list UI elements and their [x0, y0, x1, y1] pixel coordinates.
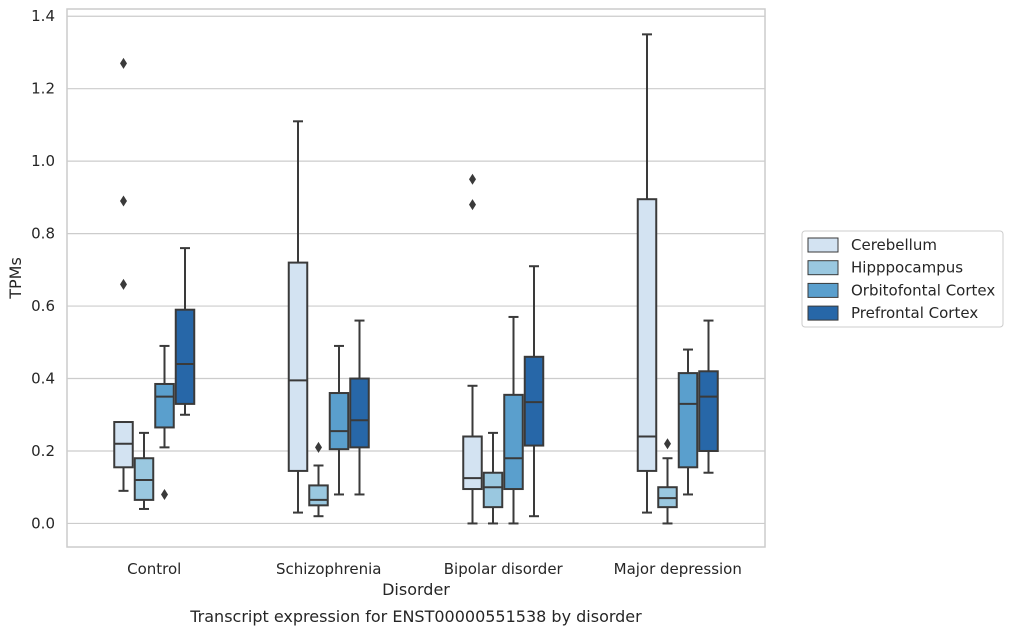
x-tick-label: Bipolar disorder — [444, 560, 564, 578]
box-4-2 — [349, 319, 370, 496]
outlier-point — [161, 488, 168, 500]
box-body — [677, 372, 699, 469]
outlier-point — [664, 438, 671, 450]
box-body — [636, 198, 658, 472]
box-1-1 — [113, 57, 134, 492]
legend-label: Orbitofontal Cortex — [851, 281, 995, 299]
box-3-1 — [154, 344, 175, 500]
box-body — [698, 370, 719, 452]
box-2-3 — [482, 431, 504, 525]
y-tick-label: 0.4 — [31, 370, 55, 388]
y-tick-label: 0.8 — [31, 225, 55, 243]
chart-caption: Transcript expression for ENST0000055153… — [189, 607, 642, 626]
y-tick-label: 1.0 — [31, 152, 55, 170]
outlier-point — [469, 173, 476, 185]
y-tick-label: 1.4 — [31, 7, 55, 25]
boxes — [113, 33, 719, 525]
box-body — [328, 392, 350, 451]
x-tick-label: Control — [127, 560, 181, 578]
box-3-2 — [328, 344, 350, 496]
x-tick-label: Major depression — [614, 560, 742, 578]
box-4-4 — [698, 319, 719, 474]
y-tick-label: 0.6 — [31, 297, 55, 315]
legend-label: Prefrontal Cortex — [851, 304, 978, 322]
outlier-point — [120, 57, 127, 69]
box-body — [349, 377, 370, 449]
outlier-point — [469, 199, 476, 211]
y-tick-label: 0.2 — [31, 442, 55, 460]
box-2-1 — [133, 431, 155, 510]
legend-label: Cerebellum — [851, 236, 937, 254]
box-body — [287, 261, 309, 472]
legend-label: Hipppocampus — [851, 259, 963, 277]
box-body — [154, 382, 175, 429]
x-tick-labels: Control Schizophrenia Bipolar disorder Majo… — [127, 560, 742, 578]
box-body — [308, 484, 329, 507]
box-3-4 — [677, 348, 699, 496]
plot-frame — [66, 8, 766, 548]
box-4-3 — [523, 265, 545, 518]
x-axis-label: Disorder — [382, 580, 450, 599]
outlier-point — [120, 278, 127, 290]
legend-swatch — [807, 260, 839, 276]
legend-swatch — [807, 282, 839, 298]
y-tick-labels: 0.0 0.2 0.4 0.6 0.8 1.0 1.2 1.4 — [31, 7, 55, 532]
box-4-1 — [174, 247, 196, 416]
box-1-4 — [636, 33, 658, 514]
y-tick-label: 0.0 — [31, 514, 55, 532]
box-body — [482, 471, 504, 509]
legend-swatch — [807, 237, 839, 253]
legend: Cerebellum Hipppocampus Orbitofontal Corte… — [801, 230, 1004, 328]
box-3-3 — [503, 315, 524, 525]
box-1-2 — [287, 120, 309, 514]
y-axis-label: TPMs — [6, 257, 25, 300]
legend-swatch — [807, 305, 839, 321]
grid-lines — [67, 15, 765, 525]
outlier-point — [120, 195, 127, 207]
legend-frame — [801, 230, 1004, 328]
y-tick-label: 1.2 — [31, 80, 55, 98]
box-2-2 — [308, 441, 329, 518]
outlier-point — [315, 441, 322, 453]
box-body — [174, 308, 196, 405]
box-body — [503, 393, 524, 491]
box-body — [462, 435, 483, 491]
legend-items: Cerebellum Hipppocampus Orbitofontal Corte… — [807, 236, 995, 322]
x-tick-label: Schizophrenia — [276, 560, 381, 578]
box-2-4 — [657, 438, 678, 525]
box-1-3 — [462, 173, 483, 525]
